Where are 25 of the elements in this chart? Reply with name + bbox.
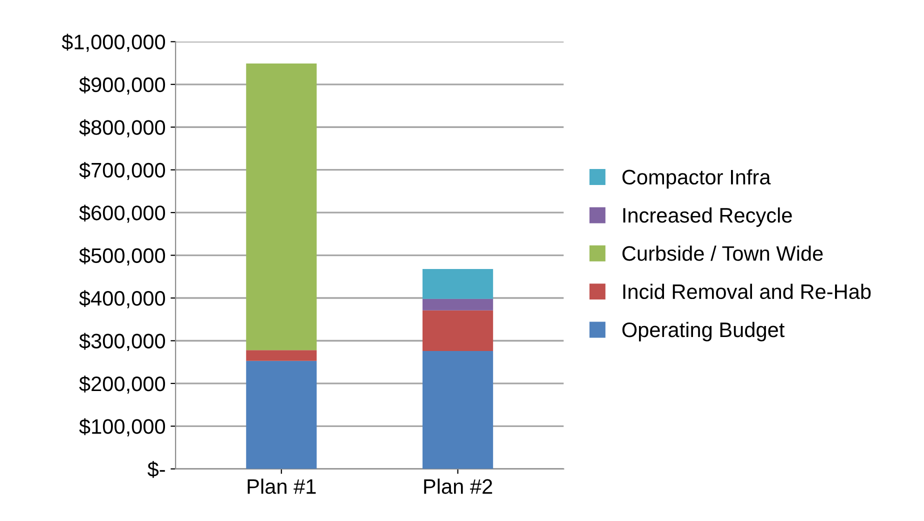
y-tick-label: $1,000,000 <box>62 34 166 52</box>
bar <box>422 268 494 299</box>
y-tick-label: $200,000 <box>79 376 166 394</box>
y-tick-label: $- <box>148 461 165 478</box>
legend-label: Increased Recycle <box>623 207 792 227</box>
y-tick-label: $800,000 <box>79 119 166 138</box>
legend-label: Incid Removal and Re-Hab <box>623 284 871 300</box>
y-tick-label: $900,000 <box>79 76 166 95</box>
legend-label: Curbside / Town Wide <box>622 246 823 261</box>
y-tick-label: $700,000 <box>79 162 166 180</box>
x-tick-label: Plan #2 <box>424 478 492 494</box>
y-tick-label: $400,000 <box>79 290 166 308</box>
x-tick-label: Plan #1 <box>248 478 316 494</box>
y-tick-label: $100,000 <box>79 418 166 436</box>
bar <box>246 360 317 469</box>
bar <box>422 298 494 310</box>
bar <box>422 350 494 469</box>
legend-label: Compactor Infra <box>622 169 771 189</box>
y-tick-label: $300,000 <box>79 332 166 351</box>
bar <box>246 350 317 361</box>
y-tick-label: $500,000 <box>79 247 166 266</box>
bar <box>246 63 317 350</box>
legend-label: Operating Budget <box>622 322 785 342</box>
bar <box>422 310 494 351</box>
y-tick-label: $600,000 <box>79 204 166 223</box>
